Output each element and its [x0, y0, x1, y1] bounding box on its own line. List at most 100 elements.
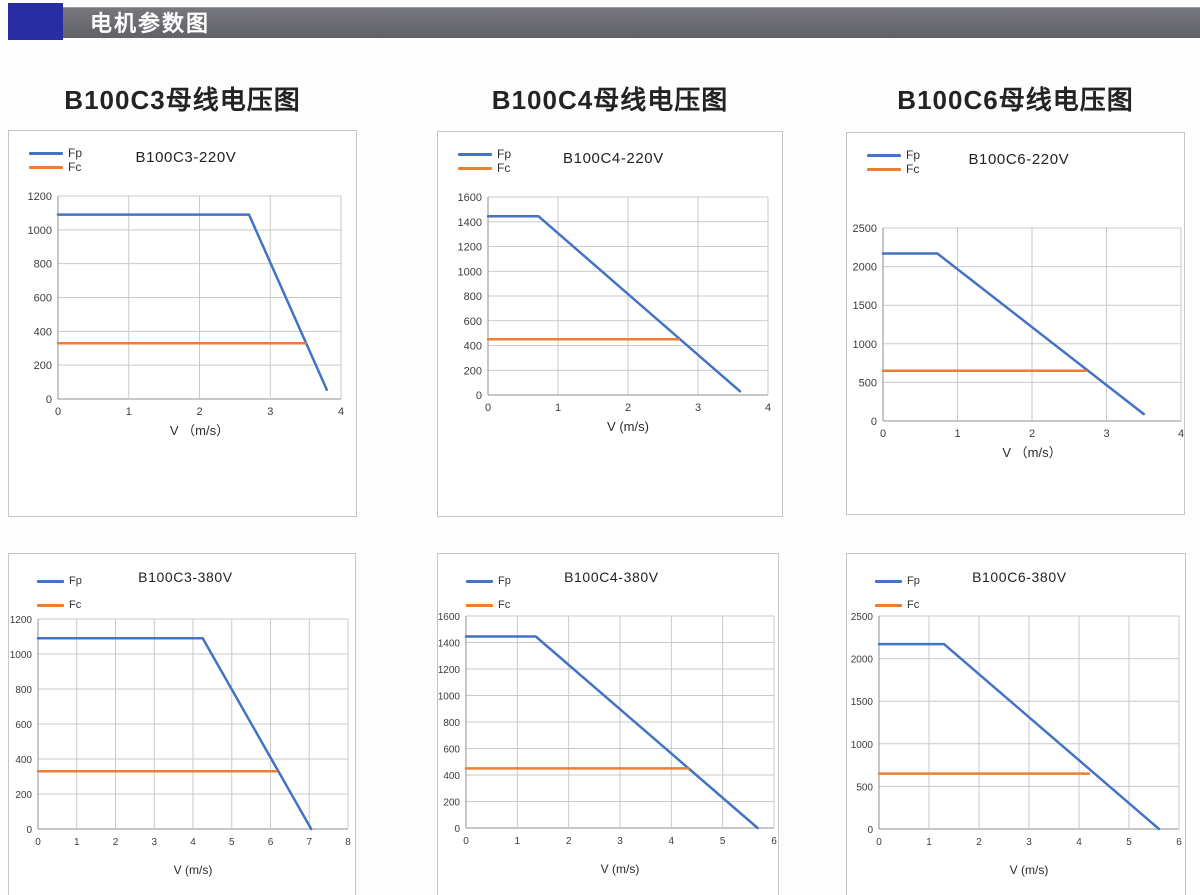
fp-line — [56, 213, 329, 391]
legend-fp-label: Fp — [69, 575, 82, 587]
y-tick-label: 0 — [26, 825, 32, 836]
y-tick-label: 1200 — [10, 615, 33, 626]
chart-card-b100c3-220v: Fp Fc B100C3-220V 0 200 400 600 800 1000 1200 0 1 2 3… — [8, 130, 357, 517]
fp-line — [877, 642, 1161, 831]
chart-title: B100C3-380V — [138, 569, 233, 585]
legend-fc-line-swatch — [37, 603, 64, 607]
x-tick-label: 4 — [669, 836, 675, 847]
x-tick-label: 1 — [926, 837, 932, 848]
y-tick-label: 1500 — [851, 697, 874, 708]
legend-fp-label: Fp — [497, 147, 512, 161]
legend-item-fp: Fp — [458, 147, 511, 161]
x-tick-label: 0 — [876, 837, 882, 848]
y-tick-label: 2000 — [851, 655, 874, 666]
section-title-b100c4: B100C4母线电压图 — [491, 85, 729, 115]
y-tick-label: 0 — [46, 394, 52, 406]
y-tick-label: 200 — [464, 365, 482, 377]
chart-legend: Fp Fc — [466, 569, 511, 617]
y-tick-label: 1000 — [10, 650, 33, 661]
x-tick-label: 2 — [625, 402, 631, 414]
x-axis-label: V （m/s） — [170, 423, 229, 438]
chart-card-b100c3-380v: Fp Fc B100C3-380V 0 200 400 600 800 1000 1200 0 1 2 3… — [8, 553, 356, 895]
legend-item-fc: Fc — [29, 160, 82, 174]
x-tick-label: 3 — [1026, 837, 1032, 848]
x-tick-label: 1 — [74, 837, 80, 848]
legend-item-fp: Fp — [37, 569, 82, 593]
y-tick-label: 1400 — [438, 639, 460, 650]
legend-fc-line-swatch — [875, 603, 902, 607]
chart-card-b100c4-220v: Fp Fc B100C4-220V 0 200 400 600 800 1000 1200 1400… — [437, 131, 783, 517]
x-axis-label: V (m/s) — [1010, 863, 1049, 877]
x-tick-label: 2 — [113, 837, 119, 848]
x-tick-label: 5 — [229, 837, 235, 848]
x-tick-label: 1 — [126, 406, 132, 418]
chart-plot: 0 200 400 600 800 1000 1200 1400 1600 0 1 2 3 4 5 6 V (m… — [438, 612, 777, 876]
x-tick-label: 3 — [617, 836, 623, 847]
x-tick-label: 5 — [1126, 837, 1132, 848]
legend-fp-line-swatch — [37, 579, 64, 583]
y-tick-label: 1000 — [438, 692, 460, 703]
y-tick-label: 0 — [454, 824, 460, 835]
y-tick-label: 1000 — [458, 266, 482, 278]
x-tick-label: 2 — [196, 406, 202, 418]
y-tick-label: 1600 — [458, 192, 482, 204]
legend-fc-label: Fc — [69, 599, 82, 611]
y-tick-label: 400 — [443, 771, 460, 782]
x-axis-label: V (m/s) — [601, 862, 640, 876]
x-tick-label: 4 — [1178, 428, 1184, 440]
legend-item-fp: Fp — [867, 148, 920, 162]
header-bar: 电机参数图 — [63, 7, 1200, 38]
y-tick-label: 200 — [443, 798, 460, 809]
section-title-b100c6: B100C6母线电压图 — [897, 85, 1134, 115]
legend-item-fc: Fc — [466, 593, 511, 617]
y-tick-label: 600 — [443, 745, 460, 756]
y-tick-label: 0 — [476, 390, 482, 402]
chart-plot: 0 500 1000 1500 2000 2500 0 1 2 3 4 V （m/s） — [853, 223, 1184, 460]
chart-title: B100C6-220V — [968, 151, 1070, 168]
y-tick-label: 2500 — [851, 612, 874, 623]
x-tick-label: 6 — [771, 836, 777, 847]
legend-fc-line-swatch — [867, 167, 901, 171]
legend-fc-label: Fc — [498, 599, 511, 611]
legend-fp-label: Fp — [906, 148, 921, 162]
chart-title: B100C6-380V — [972, 569, 1067, 585]
y-tick-label: 1200 — [438, 665, 460, 676]
fp-line — [464, 635, 759, 830]
x-tick-label: 3 — [151, 837, 157, 848]
y-tick-label: 2000 — [853, 262, 877, 274]
x-axis-label: V （m/s） — [1002, 445, 1061, 460]
y-tick-label: 1500 — [853, 300, 877, 312]
y-tick-label: 800 — [15, 685, 32, 696]
x-axis-label: V (m/s) — [607, 419, 649, 434]
y-tick-label: 1600 — [438, 612, 460, 623]
x-tick-label: 2 — [976, 837, 982, 848]
fp-line — [36, 637, 313, 831]
y-tick-label: 1400 — [458, 217, 482, 229]
page-title: 电机参数图 — [90, 11, 211, 36]
legend-fp-line-swatch — [458, 152, 492, 156]
chart-plot: 0 200 400 600 800 1000 1200 1400 1600 0 1 2 3 4 V (m/s… — [458, 192, 772, 434]
x-tick-label: 5 — [720, 836, 726, 847]
legend-fc-label: Fc — [68, 160, 82, 174]
legend-item-fp: Fp — [29, 146, 82, 160]
legend-fp-line-swatch — [466, 579, 493, 583]
y-tick-label: 800 — [443, 718, 460, 729]
chart-title: B100C4-220V — [563, 150, 664, 167]
legend-fp-line-swatch — [29, 151, 63, 155]
y-tick-label: 1200 — [458, 242, 482, 254]
y-tick-label: 500 — [856, 782, 873, 793]
y-tick-label: 600 — [464, 316, 482, 328]
x-tick-label: 4 — [765, 402, 771, 414]
x-axis-label: V (m/s) — [174, 863, 213, 877]
x-tick-label: 4 — [1076, 837, 1082, 848]
legend-fp-label: Fp — [498, 575, 511, 587]
header-accent-block — [8, 3, 63, 40]
x-tick-label: 1 — [954, 428, 960, 440]
x-tick-label: 6 — [1176, 837, 1182, 848]
section-title-b100c3: B100C3母线电压图 — [64, 85, 301, 115]
legend-fc-label: Fc — [907, 599, 920, 611]
x-tick-label: 0 — [463, 836, 469, 847]
y-tick-label: 800 — [464, 291, 482, 303]
x-tick-label: 0 — [485, 402, 491, 414]
